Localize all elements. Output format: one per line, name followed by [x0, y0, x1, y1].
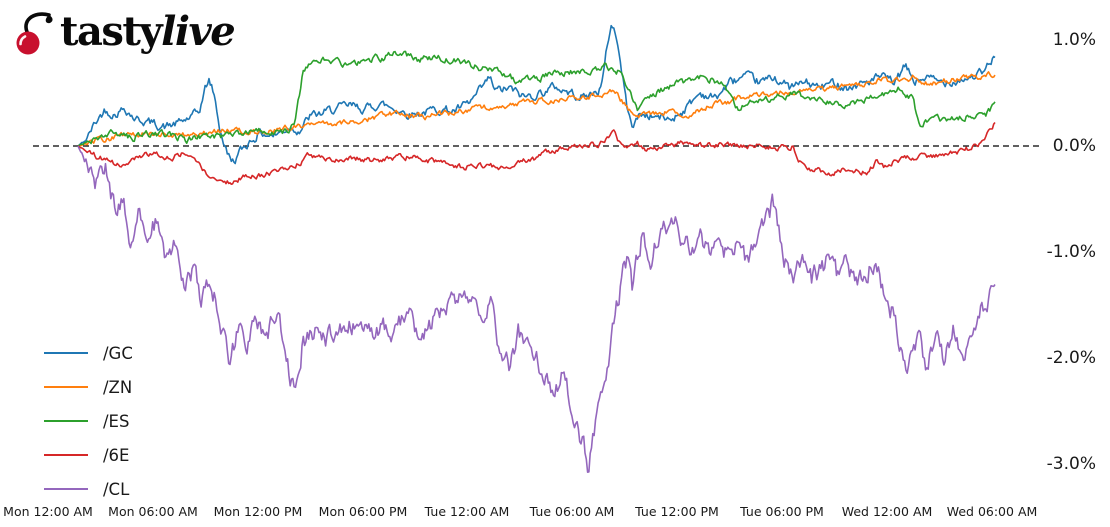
- brand-italic: live: [161, 8, 236, 55]
- legend-item-gc: /GC: [44, 336, 133, 370]
- x-tick: Tue 06:00 AM: [529, 504, 615, 519]
- legend-line-swatch: [44, 488, 88, 490]
- x-tick: Tue 12:00 AM: [424, 504, 510, 519]
- y-tick: -2.0%: [1046, 348, 1096, 368]
- cherry-icon: [16, 12, 53, 55]
- legend-item-zn: /ZN: [44, 370, 133, 404]
- x-tick: Wed 12:00 AM: [841, 504, 933, 519]
- legend-label: /ZN: [103, 377, 133, 397]
- legend-label: /6E: [103, 445, 130, 465]
- legend-label: /ES: [103, 411, 130, 431]
- legend-item-cl: /CL: [44, 472, 133, 506]
- tastylive-logo: tastylive: [12, 8, 236, 56]
- legend-label: /GC: [103, 343, 133, 363]
- legend-line-swatch: [44, 352, 88, 354]
- brand-regular: tasty: [60, 8, 163, 55]
- series-line-6e: [77, 121, 996, 185]
- x-tick: Tue 12:00 PM: [635, 504, 719, 519]
- legend-line-swatch: [44, 454, 88, 456]
- y-tick: -1.0%: [1046, 242, 1096, 262]
- series-line-es: [77, 50, 996, 147]
- legend-item-es: /ES: [44, 404, 133, 438]
- legend-label: /CL: [103, 479, 130, 499]
- y-tick: -3.0%: [1046, 454, 1096, 474]
- x-tick: Mon 12:00 PM: [213, 504, 303, 519]
- x-tick: Mon 06:00 PM: [318, 504, 408, 519]
- legend-line-swatch: [44, 386, 88, 388]
- series-line-gc: [77, 24, 996, 165]
- series-line-cl: [77, 145, 996, 474]
- x-tick: Tue 06:00 PM: [740, 504, 824, 519]
- y-tick: 1.0%: [1052, 30, 1096, 50]
- y-tick: 0.0%: [1052, 136, 1096, 156]
- series-line-zn: [77, 71, 996, 147]
- x-tick: Mon 12:00 AM: [3, 504, 93, 519]
- legend-item-6e: /6E: [44, 438, 133, 472]
- x-tick: Wed 06:00 AM: [946, 504, 1038, 519]
- brand-name: tastylive: [60, 12, 236, 52]
- legend-line-swatch: [44, 420, 88, 422]
- x-tick: Mon 06:00 AM: [108, 504, 198, 519]
- legend: /GC /ZN /ES /6E /CL: [44, 336, 133, 506]
